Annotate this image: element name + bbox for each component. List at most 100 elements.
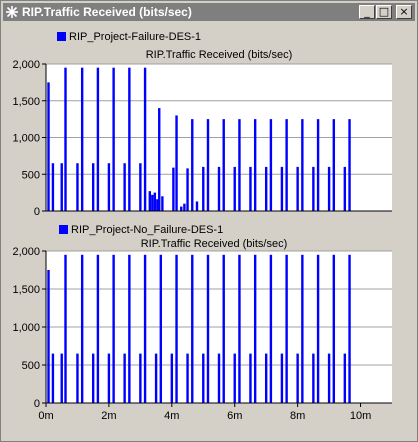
bar-no-failure [269,254,273,403]
bar-no-failure [285,254,288,403]
close-button[interactable]: × [396,5,412,19]
bar-failure [175,115,178,211]
y-tick-label: 500 [22,360,40,372]
bar-failure [60,163,63,211]
bar-failure [96,67,100,211]
y-tick-label: 1,000 [12,133,40,145]
bar-no-failure [202,353,205,403]
bar-no-failure [139,353,142,403]
bar-failure [348,119,351,211]
y-tick-label: 1,500 [12,96,40,108]
bar-failure [91,163,95,211]
bar-failure [332,119,336,211]
bar-no-failure [222,254,225,403]
bar-failure [264,166,268,211]
bar-failure [151,194,154,211]
legend-swatch-no-failure [59,225,68,234]
bar-no-failure [316,254,320,403]
bar-failure [233,166,236,211]
bar-no-failure [296,353,299,403]
bar-no-failure [64,254,67,403]
bar-failure [143,67,147,211]
bar-no-failure [51,353,55,403]
chart-area: RIP_Project-Failure-DES-1 RIP.Traffic Re… [3,22,415,440]
bar-failure [47,82,50,211]
bar-no-failure [327,353,331,403]
bar-failure [285,119,288,211]
bar-failure [107,163,111,211]
bar-no-failure [238,254,241,403]
bar-failure [158,108,161,211]
bar-no-failure [253,254,257,403]
bar-failure [76,163,79,211]
legend-label-no-failure: RIP_Project-No_Failure-DES-1 [71,224,223,236]
chart-title-no-failure: RIP.Traffic Received (bits/sec) [141,238,288,250]
bar-failure [301,119,304,211]
bar-no-failure [343,353,347,403]
x-tick-label: 6m [227,410,242,422]
bar-failure [51,163,55,211]
bar-failure [64,67,67,211]
legend-swatch-failure [57,32,66,41]
bar-no-failure [191,254,194,403]
bar-no-failure [143,254,147,403]
bar-failure [206,119,210,211]
bar-failure [180,206,183,211]
bar-no-failure [206,254,210,403]
bar-no-failure [280,353,284,403]
bar-no-failure [170,353,174,403]
bar-no-failure [312,353,315,403]
bar-no-failure [96,254,100,403]
bar-no-failure [332,254,336,403]
y-tick-label: 1,000 [12,322,40,334]
bar-no-failure [47,270,50,403]
x-tick-label: 10m [350,410,371,422]
bar-no-failure [233,353,236,403]
panel-no-failure: RIP_Project-No_Failure-DES-1 RIP.Traffic… [12,224,392,422]
bar-no-failure [175,254,178,403]
bar-no-failure [112,254,115,403]
bar-failure [172,167,175,211]
bar-failure [139,163,142,211]
x-tick-label: 0m [38,410,53,422]
chart-title-failure: RIP.Traffic Received (bits/sec) [146,49,293,61]
bar-no-failure [128,254,131,403]
bar-no-failure [107,353,111,403]
y-tick-label: 0 [34,398,40,410]
bar-failure [191,119,194,211]
bar-failure [161,196,164,211]
bar-failure [238,119,241,211]
bar-failure [316,119,320,211]
bar-failure [269,119,273,211]
bar-no-failure [348,254,351,403]
bar-no-failure [217,353,221,403]
window-title: RIP.Traffic Received (bits/sec) [22,5,192,19]
bar-failure [253,119,257,211]
bar-failure [128,67,131,211]
charts-canvas: RIP_Project-Failure-DES-1 RIP.Traffic Re… [12,31,392,422]
minimize-button[interactable]: _ [359,5,375,19]
bar-failure [249,166,252,211]
bar-no-failure [154,353,158,403]
y-tick-label: 2,000 [12,59,40,71]
bar-failure [148,191,151,211]
maximize-button[interactable]: □ [376,5,392,19]
bar-failure [312,166,315,211]
bar-failure [112,67,115,211]
bar-failure [217,166,221,211]
bar-failure [186,168,189,211]
app-icon [6,6,18,18]
bar-failure [222,119,225,211]
legend-label-failure: RIP_Project-Failure-DES-1 [69,31,201,43]
bar-no-failure [301,254,304,403]
bar-no-failure [159,254,163,403]
bar-no-failure [80,254,84,403]
bar-no-failure [186,353,189,403]
title-bar[interactable]: RIP.Traffic Received (bits/sec) _ □ × [3,3,415,21]
bar-no-failure [60,353,63,403]
bar-no-failure [264,353,268,403]
x-tick-label: 2m [101,410,116,422]
x-tick-label: 4m [164,410,179,422]
bar-failure [195,201,199,211]
y-tick-label: 500 [22,169,40,181]
